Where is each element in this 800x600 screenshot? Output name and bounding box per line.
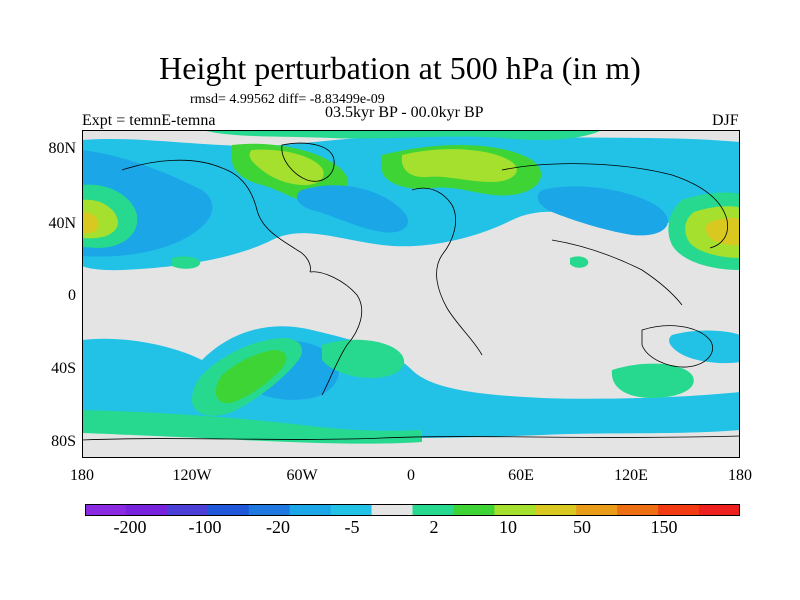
colorbar-swatch-0	[85, 504, 127, 516]
lon-label-60e: 60E	[508, 467, 534, 484]
contour-teal-north-cap	[202, 130, 602, 140]
colorbar-label-2: 2	[429, 517, 439, 537]
coast-asia	[501, 163, 729, 249]
contour-orange-pacific-e	[705, 218, 740, 246]
colorbar-label-neg20: -20	[266, 517, 290, 537]
contour-green-south-pacific	[215, 350, 287, 404]
contour-yellowgreen-europe	[401, 149, 517, 182]
experiment-label: Expt = temnE-temna	[82, 112, 216, 129]
contour-blue-asia	[537, 186, 668, 236]
colorbar-swatch-13	[617, 504, 659, 516]
colorbar-label-50: 50	[573, 517, 591, 537]
period-text: 03.5kyr BP - 00.0kyr BP	[325, 104, 484, 121]
contour-teal-small-1	[172, 256, 201, 269]
coast-north-america	[121, 159, 311, 273]
colorbar-swatch-3	[207, 504, 250, 516]
colorbar-swatch-4	[248, 504, 291, 516]
contour-teal-south-indian	[611, 363, 694, 398]
color-scale-bar	[85, 504, 740, 516]
coast-asia-south	[551, 239, 683, 306]
lat-label-40s: 40S	[51, 360, 76, 377]
colorbar-swatch-10	[494, 504, 536, 516]
colorbar-swatch-14	[658, 504, 700, 516]
height-perturbation-map	[82, 130, 740, 458]
colorbar-swatch-6	[330, 504, 373, 516]
lon-label-180w: 180	[70, 467, 94, 484]
contour-teal-south-atlantic	[322, 339, 405, 378]
lon-label-120w: 120W	[172, 467, 212, 484]
coast-greenland	[281, 142, 335, 182]
contour-teal-small-2	[570, 256, 589, 268]
contour-cyan-south-east	[669, 330, 740, 364]
lon-label-0: 0	[407, 467, 415, 484]
colorbar-label-neg100: -100	[188, 517, 222, 537]
contour-yellowgreen-greenland	[249, 149, 324, 186]
stats-text: rmsd= 4.99562 diff= -8.83499e-09	[190, 92, 385, 107]
lon-label-120e: 120E	[614, 467, 648, 484]
lon-label-180e: 180	[728, 467, 752, 484]
contour-orange-pacific-w	[82, 212, 99, 234]
colorbar-swatch-12	[576, 504, 618, 516]
colorbar-swatch-8	[412, 504, 454, 516]
lon-label-60w: 60W	[286, 467, 318, 484]
contour-cyan-south-west	[82, 345, 154, 378]
colorbar-label-150: 150	[650, 517, 678, 537]
lat-label-0: 0	[68, 287, 76, 304]
coast-south-america	[309, 271, 363, 396]
lat-label-40n: 40N	[48, 215, 76, 232]
season-label: DJF	[712, 112, 739, 129]
coast-australia	[641, 325, 713, 368]
coastlines	[82, 142, 740, 441]
lat-label-80n: 80N	[48, 140, 76, 157]
lat-label-80s: 80S	[51, 433, 76, 450]
colorbar-swatch-1	[125, 504, 168, 516]
coast-antarctica	[82, 435, 740, 441]
colorbar-swatch-5	[289, 504, 332, 516]
plot-title: Height perturbation at 500 hPa (in m)	[159, 50, 641, 86]
colorbar-swatch-15	[699, 504, 740, 516]
map-frame	[82, 130, 740, 458]
colorbar-label-neg5: -5	[344, 517, 360, 537]
contour-blue-atlantic-arc	[296, 185, 409, 233]
colorbar-label-10: 10	[499, 517, 517, 537]
contour-teal-south-band	[82, 410, 422, 444]
colorbar-swatch-11	[535, 504, 577, 516]
colorbar-label-neg200: -200	[113, 517, 147, 537]
colorbar-swatch-7	[371, 504, 413, 516]
colorbar-swatch-2	[166, 504, 209, 516]
colorbar-frame	[85, 504, 740, 516]
colorbar-swatch-9	[453, 504, 495, 516]
coast-europe-africa	[411, 187, 483, 356]
